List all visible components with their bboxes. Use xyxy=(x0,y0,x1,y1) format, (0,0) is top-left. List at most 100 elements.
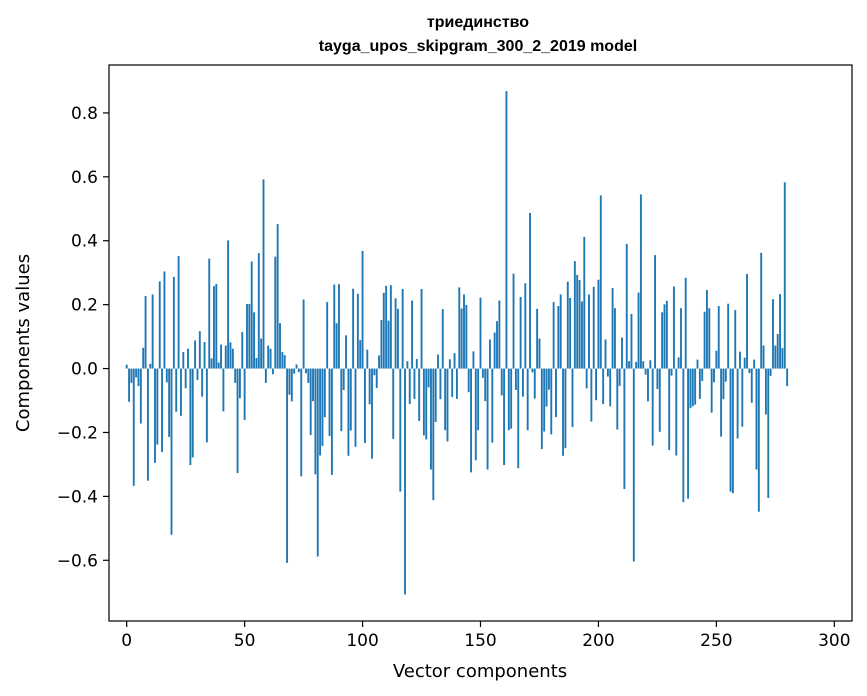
bar-194 xyxy=(583,236,586,369)
bar-200 xyxy=(597,279,600,369)
bar-234 xyxy=(677,357,680,369)
bar-173 xyxy=(533,368,536,399)
bar-52 xyxy=(248,304,251,369)
bar-60 xyxy=(267,345,270,369)
bar-269 xyxy=(760,252,763,369)
bar-177 xyxy=(543,368,546,432)
bar-120 xyxy=(408,368,411,405)
bar-253 xyxy=(722,368,725,400)
bar-273 xyxy=(769,368,772,376)
bar-215 xyxy=(632,368,635,562)
bar-45 xyxy=(231,348,234,369)
bar-72 xyxy=(295,364,298,369)
bar-35 xyxy=(208,258,211,369)
y-tick-label-3: 0.0 xyxy=(71,360,98,380)
bar-272 xyxy=(767,368,770,498)
y-axis-ticks: −0.6 −0.4 −0.2 0.0 0.2 0.4 0.6 0.8 xyxy=(57,104,109,571)
y-tick-label-0: −0.6 xyxy=(57,551,98,571)
bar-213 xyxy=(628,361,631,369)
bar-209 xyxy=(618,368,621,386)
plot-frame xyxy=(108,64,853,622)
bar-143 xyxy=(463,294,465,369)
bar-54 xyxy=(253,312,256,369)
bar-67 xyxy=(283,355,286,369)
bar-141 xyxy=(458,287,461,369)
bar-0 xyxy=(125,364,128,369)
bar-201 xyxy=(599,195,602,369)
bar-68 xyxy=(286,368,289,563)
bar-244 xyxy=(701,368,704,382)
bar-100 xyxy=(361,250,364,369)
bar-205 xyxy=(609,368,612,407)
bar-139 xyxy=(453,353,456,369)
bar-146 xyxy=(470,368,473,473)
bar-228 xyxy=(663,304,666,369)
bar-84 xyxy=(323,368,326,418)
bar-138 xyxy=(451,368,454,397)
bar-277 xyxy=(779,294,782,369)
bar-151 xyxy=(481,368,484,378)
bar-178 xyxy=(545,368,548,407)
bar-274 xyxy=(772,299,774,369)
bar-122 xyxy=(413,368,416,399)
bar-130 xyxy=(432,368,435,501)
bar-23 xyxy=(180,368,182,416)
bar-135 xyxy=(444,368,447,431)
bar-165 xyxy=(514,368,517,390)
bar-106 xyxy=(375,368,378,389)
bar-275 xyxy=(774,345,777,369)
bar-85 xyxy=(326,302,329,369)
bar-27 xyxy=(189,368,192,466)
bar-247 xyxy=(708,308,711,369)
bar-128 xyxy=(427,368,430,388)
bar-114 xyxy=(394,298,397,369)
bar-104 xyxy=(371,368,373,459)
bar-109 xyxy=(382,292,385,369)
bar-220 xyxy=(644,368,647,375)
bar-22 xyxy=(177,256,180,369)
bar-49 xyxy=(241,332,244,369)
bar-225 xyxy=(656,368,659,390)
y-tick-label-7: 0.8 xyxy=(71,104,98,124)
bar-126 xyxy=(422,368,425,436)
bar-216 xyxy=(635,361,638,369)
y-tick-label-5: 0.4 xyxy=(71,232,98,252)
bar-203 xyxy=(604,339,607,369)
bar-167 xyxy=(519,296,522,369)
bar-64 xyxy=(276,224,279,369)
bar-13 xyxy=(156,368,159,445)
bar-17 xyxy=(165,368,168,383)
bar-113 xyxy=(392,368,395,439)
x-tick-label-300: 300 xyxy=(818,631,850,651)
bar-214 xyxy=(630,313,633,369)
bar-111 xyxy=(387,320,390,369)
bar-263 xyxy=(746,273,748,369)
bar-37 xyxy=(213,286,215,369)
bar-181 xyxy=(552,302,555,369)
bar-63 xyxy=(274,256,277,369)
bar-179 xyxy=(547,368,550,390)
bar-170 xyxy=(526,368,529,431)
bar-41 xyxy=(222,368,225,412)
bar-2 xyxy=(130,368,133,383)
x-tick-label-50: 50 xyxy=(234,631,256,651)
bar-86 xyxy=(328,368,331,436)
bar-280 xyxy=(786,368,789,387)
bar-76 xyxy=(305,368,307,374)
bar-117 xyxy=(401,289,404,369)
bar-235 xyxy=(680,308,682,369)
bar-150 xyxy=(479,297,482,369)
bar-110 xyxy=(385,285,388,369)
bar-65 xyxy=(279,323,281,369)
bar-88 xyxy=(333,284,336,369)
bar-183 xyxy=(557,305,560,369)
bar-92 xyxy=(342,368,345,390)
bar-39 xyxy=(217,362,220,369)
bar-10 xyxy=(149,363,152,369)
bar-211 xyxy=(623,368,626,490)
bar-105 xyxy=(373,368,376,376)
bar-255 xyxy=(727,303,730,369)
bar-66 xyxy=(281,351,284,369)
bar-93 xyxy=(345,335,347,369)
bar-124 xyxy=(418,368,421,421)
